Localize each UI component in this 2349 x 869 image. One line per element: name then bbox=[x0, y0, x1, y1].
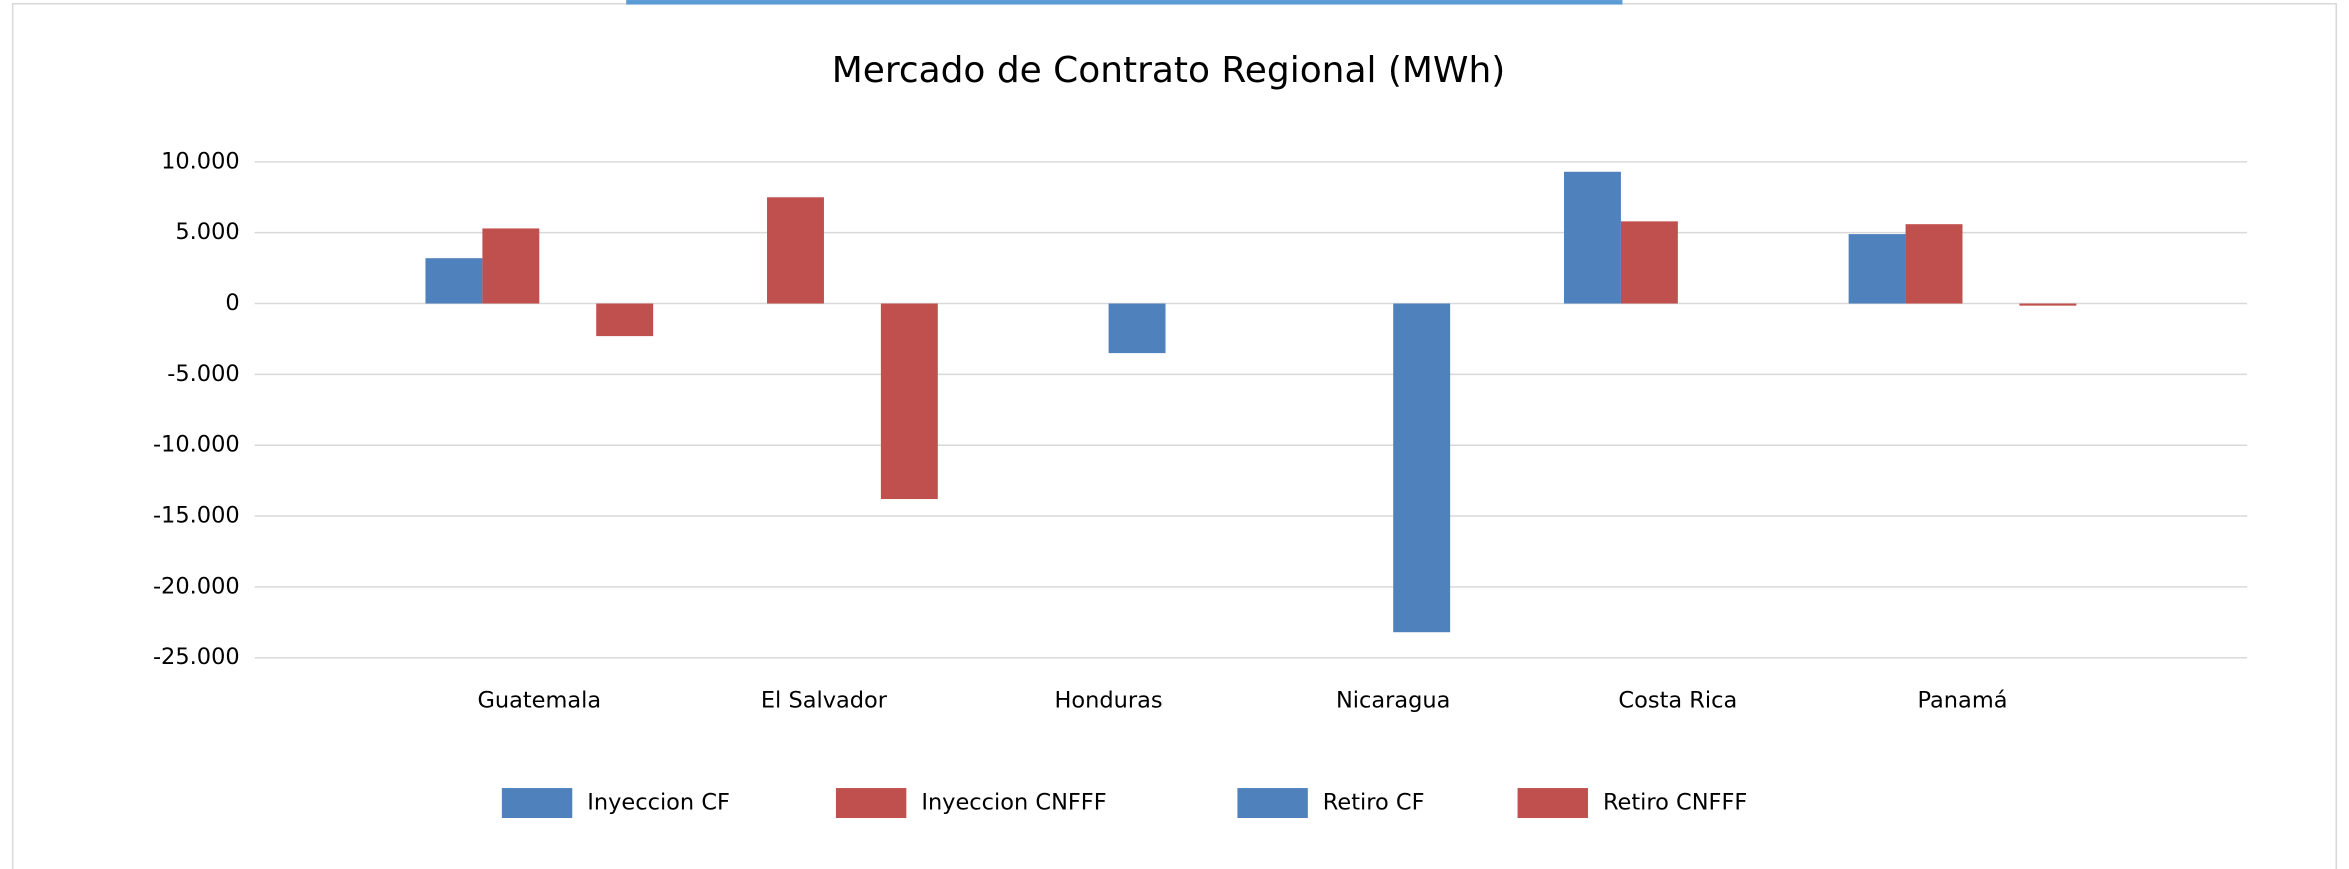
legend-label: Inyeccion CF bbox=[587, 790, 730, 816]
legend-label: Retiro CF bbox=[1323, 790, 1425, 816]
x-tick-label: Guatemala bbox=[477, 688, 601, 714]
x-tick-label: Honduras bbox=[1055, 688, 1163, 714]
y-tick-label: 10.000 bbox=[161, 148, 240, 174]
y-tick-label: -25.000 bbox=[153, 644, 240, 670]
chart-title: Mercado de Contrato Regional (MWh) bbox=[832, 50, 1506, 91]
legend-label: Retiro CNFFF bbox=[1603, 790, 1747, 816]
bar bbox=[596, 303, 654, 337]
y-tick-label: -20.000 bbox=[153, 573, 240, 599]
y-tick-label: 0 bbox=[225, 290, 239, 316]
y-tick-label: -15.000 bbox=[153, 503, 240, 529]
bar bbox=[880, 303, 938, 500]
bar bbox=[1108, 303, 1166, 354]
bar bbox=[425, 258, 483, 304]
x-tick-label: Panamá bbox=[1918, 688, 2008, 714]
selection-bar bbox=[626, 0, 1623, 5]
bar bbox=[1393, 303, 1451, 633]
bar bbox=[1905, 224, 1963, 304]
x-tick-label: Costa Rica bbox=[1618, 688, 1737, 714]
y-tick-label: -10.000 bbox=[153, 432, 240, 458]
legend-label: Inyeccion CNFFF bbox=[921, 790, 1106, 816]
legend-swatch bbox=[1237, 788, 1308, 819]
y-tick-label: 5.000 bbox=[175, 219, 239, 245]
x-tick-label: Nicaragua bbox=[1336, 688, 1450, 714]
bar bbox=[1620, 221, 1678, 304]
bar bbox=[767, 197, 824, 304]
legend-swatch bbox=[501, 788, 573, 819]
bar bbox=[482, 228, 540, 304]
x-tick-label: El Salvador bbox=[761, 688, 888, 714]
y-tick-label: -5.000 bbox=[167, 361, 239, 387]
bar bbox=[2019, 303, 2077, 306]
bar bbox=[1848, 234, 1906, 304]
bar bbox=[1564, 171, 1621, 304]
legend-swatch bbox=[835, 788, 907, 819]
legend-swatch bbox=[1517, 788, 1588, 819]
